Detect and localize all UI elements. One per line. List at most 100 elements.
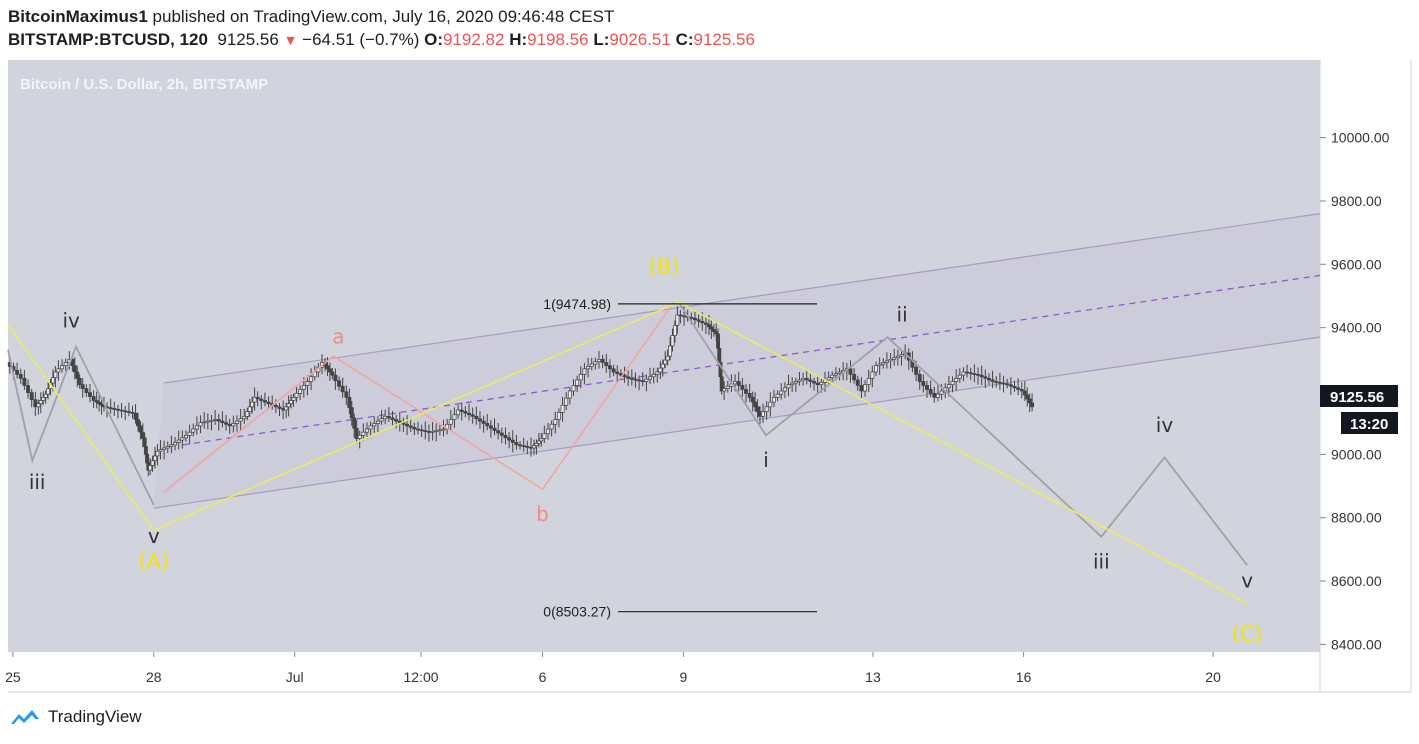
candle-body xyxy=(812,381,816,384)
candle-body xyxy=(485,423,490,427)
publish-info: published on TradingView.com, July 16, 2… xyxy=(152,7,615,26)
candle-body xyxy=(719,376,724,392)
candle-body xyxy=(148,465,153,471)
candle-body xyxy=(298,389,303,394)
candle-body xyxy=(434,430,439,432)
candle-body xyxy=(463,411,468,414)
candle-body xyxy=(357,434,362,439)
candle-body xyxy=(467,412,471,416)
author-name[interactable]: BitcoinMaximus1 xyxy=(8,7,148,26)
candle-body xyxy=(180,437,185,441)
candle-body xyxy=(586,366,591,370)
candle-body xyxy=(833,373,838,376)
tradingview-logo-icon[interactable] xyxy=(8,707,42,727)
candle-body xyxy=(750,396,755,403)
candle-body xyxy=(301,385,306,390)
candle-body xyxy=(361,431,366,436)
channel-lower-line xyxy=(153,336,1321,509)
candle-body xyxy=(247,406,252,412)
candle-body xyxy=(990,379,995,382)
price-chart[interactable]: Bitcoin / U.S. Dollar, 2h, BITSTAMP 1(94… xyxy=(0,52,1419,697)
candle-body xyxy=(337,380,341,387)
candle-body xyxy=(582,368,587,375)
candle-body xyxy=(252,396,257,403)
candle-body xyxy=(932,393,937,398)
candle-body xyxy=(162,447,167,450)
candle-body xyxy=(289,400,294,405)
y-tick-label: 8600.00 xyxy=(1331,573,1382,589)
candle-body xyxy=(140,431,145,439)
elliott-waves[interactable] xyxy=(7,301,1248,604)
candle-body xyxy=(235,420,239,424)
candle-body xyxy=(797,379,802,382)
candle-body xyxy=(481,420,486,424)
candle-body xyxy=(184,434,188,439)
down-arrow-icon: ▼ xyxy=(283,32,298,48)
pink-abc-wave xyxy=(163,301,675,493)
candle-body xyxy=(546,428,550,435)
candle-body xyxy=(884,360,889,363)
candle-body xyxy=(1022,390,1027,396)
candle-body xyxy=(136,419,140,427)
candle-body xyxy=(266,401,271,405)
candle-body xyxy=(194,425,199,430)
footer: TradingView xyxy=(8,707,142,727)
candle-body xyxy=(259,398,264,401)
candle-body xyxy=(108,407,113,409)
candle-body xyxy=(786,384,791,389)
candle-body xyxy=(917,374,922,382)
trend-channel[interactable] xyxy=(153,213,1321,509)
candle-body xyxy=(830,374,835,378)
candle-body xyxy=(968,372,973,375)
countdown-label: 13:20 xyxy=(1350,416,1388,433)
y-tick-label: 9400.00 xyxy=(1331,320,1382,336)
candle-body xyxy=(597,358,601,363)
x-tick-label: 20 xyxy=(1205,669,1221,685)
countdown-box xyxy=(1341,412,1398,434)
price-axis[interactable] xyxy=(1320,60,1411,652)
candle-body xyxy=(954,377,959,382)
candle-body xyxy=(284,406,289,411)
candle-body xyxy=(119,409,124,412)
candle-body xyxy=(655,371,660,375)
candle-body xyxy=(899,354,904,357)
wave-label: iv xyxy=(1156,413,1174,437)
candle-body xyxy=(611,368,616,373)
x-tick-label: 6 xyxy=(539,669,547,685)
candle-body xyxy=(925,385,929,390)
candle-body xyxy=(340,385,345,393)
candle-body xyxy=(895,355,900,359)
tradingview-brand[interactable]: TradingView xyxy=(48,707,142,726)
candle-body xyxy=(736,381,741,386)
candle-body xyxy=(848,368,853,375)
candle-body xyxy=(80,384,85,389)
candle-body xyxy=(593,361,598,365)
time-axis[interactable] xyxy=(8,652,1320,692)
candle-body xyxy=(640,380,645,383)
candle-body xyxy=(560,404,565,413)
candle-body xyxy=(866,377,871,386)
candle-body xyxy=(94,400,99,403)
candle-body xyxy=(525,446,530,448)
x-tick-label: 13 xyxy=(865,669,881,685)
candle-body xyxy=(881,362,886,365)
candle-body xyxy=(696,319,701,322)
candle-body xyxy=(622,374,627,378)
candle-body xyxy=(205,420,210,423)
candle-body xyxy=(133,412,138,420)
candle-body xyxy=(571,385,576,392)
candle-body xyxy=(412,427,417,430)
candle-body xyxy=(733,381,738,385)
candle-body xyxy=(470,414,475,417)
wave-label: b xyxy=(536,502,549,526)
candle-body xyxy=(375,420,380,424)
candle-body xyxy=(722,388,727,392)
fib-levels[interactable]: 1(9474.98) 0(8503.27) xyxy=(543,296,817,620)
candles xyxy=(7,306,1035,477)
candle-body xyxy=(262,400,267,403)
candle-body xyxy=(607,365,612,370)
candle-body xyxy=(804,377,809,381)
candle-body xyxy=(153,455,157,462)
candle-body xyxy=(456,409,461,416)
candle-body xyxy=(892,357,897,360)
